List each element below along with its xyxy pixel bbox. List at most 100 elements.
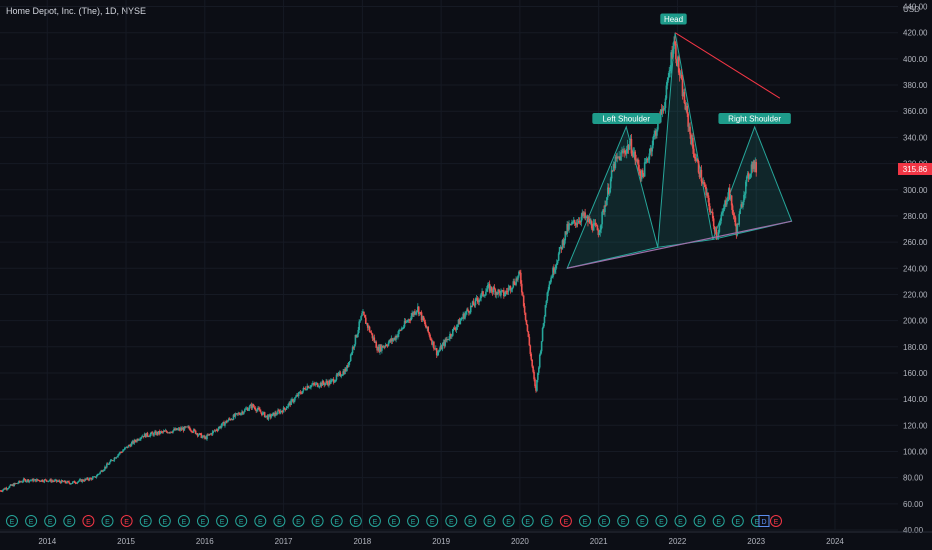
candle-body: [689, 126, 691, 135]
earnings-icon: [521, 515, 534, 527]
candle-body: [697, 160, 700, 173]
candle-body: [258, 407, 260, 410]
candle-body: [20, 481, 23, 483]
candle-body: [332, 379, 335, 383]
candle-body: [333, 381, 336, 383]
candle-body: [231, 419, 234, 421]
candle-body: [218, 426, 221, 429]
candle-body: [56, 481, 59, 483]
candle-body: [612, 164, 615, 172]
candle-body: [503, 290, 505, 297]
candle-body: [607, 187, 609, 198]
candle-body: [582, 212, 585, 216]
candle-body: [319, 382, 322, 387]
candle-body: [331, 379, 334, 380]
earnings-icon: [655, 515, 668, 527]
candle-body: [638, 164, 640, 172]
candle-body: [286, 406, 289, 409]
candle-body: [619, 156, 621, 161]
earnings-label: E: [506, 519, 511, 526]
candle-body: [401, 328, 404, 329]
candle-body: [87, 477, 89, 480]
candle-body: [585, 217, 587, 219]
candle-body: [471, 301, 474, 306]
candle-body: [19, 481, 22, 483]
candle-body: [356, 334, 359, 338]
earnings-label: E: [697, 519, 702, 526]
candle-body: [570, 224, 572, 225]
candle-body: [450, 334, 452, 337]
candle-body: [3, 488, 6, 490]
candle-body: [205, 437, 207, 440]
candle-body: [256, 409, 258, 412]
candle-body: [501, 290, 503, 291]
candle-body: [177, 428, 180, 430]
trendlines: [567, 32, 792, 269]
candle-body: [244, 408, 247, 410]
candle-body: [312, 383, 314, 385]
earnings-icon: [273, 515, 286, 527]
candle-body: [476, 298, 479, 301]
candle-body: [145, 432, 148, 438]
earnings-label: E: [10, 519, 15, 526]
candle-body: [732, 213, 735, 216]
candle-body: [69, 482, 71, 485]
candle-body: [344, 368, 346, 375]
candle-body: [420, 312, 423, 320]
candle-body: [236, 413, 239, 415]
candle-body: [167, 432, 170, 434]
candle-body: [338, 372, 341, 374]
candle-body: [579, 221, 582, 223]
candle-body: [153, 432, 155, 436]
candle-body: [21, 481, 24, 483]
candle-body: [523, 306, 526, 313]
candle-body: [580, 216, 583, 222]
candle-body: [541, 327, 544, 342]
candle-body: [743, 194, 745, 203]
candle-body: [229, 419, 232, 420]
candle-body: [17, 483, 19, 484]
candle-body: [414, 311, 416, 315]
candle-body: [42, 481, 45, 483]
candle-body: [639, 171, 641, 174]
candle-body: [547, 289, 550, 293]
candle-body: [492, 287, 495, 293]
candle-body: [165, 430, 168, 432]
candle-body: [432, 341, 434, 345]
candle-body: [427, 326, 430, 333]
earnings-label: E: [48, 519, 53, 526]
candle-body: [38, 480, 41, 482]
candle-body: [215, 429, 218, 431]
earnings-label: E: [277, 519, 282, 526]
earnings-label: E: [487, 519, 492, 526]
candle-body: [726, 201, 728, 205]
candle-body: [97, 474, 100, 475]
candle-body: [469, 305, 472, 313]
candle-body: [103, 469, 105, 471]
earnings-icon: [254, 515, 267, 527]
candle-body: [314, 383, 317, 385]
candle-body: [27, 479, 30, 482]
candle-body: [399, 329, 402, 331]
candle-body: [311, 384, 313, 386]
candle-body: [566, 224, 568, 234]
candle-body: [687, 113, 689, 127]
candle-body: [397, 334, 399, 338]
candle-body: [152, 433, 154, 436]
candle-body: [721, 212, 723, 215]
candle-body: [660, 109, 663, 112]
candle-body: [442, 342, 445, 345]
candle-body: [444, 339, 447, 346]
candle-body: [327, 382, 329, 386]
candle-body: [678, 72, 681, 76]
candle-body: [526, 324, 529, 332]
candle-body: [375, 341, 378, 348]
x-tick-label: 2021: [590, 537, 608, 546]
candle-body: [596, 225, 599, 231]
candle-body: [561, 240, 564, 250]
candle-body: [207, 434, 209, 436]
candle-body: [156, 431, 158, 435]
earnings-icon: [483, 515, 496, 527]
